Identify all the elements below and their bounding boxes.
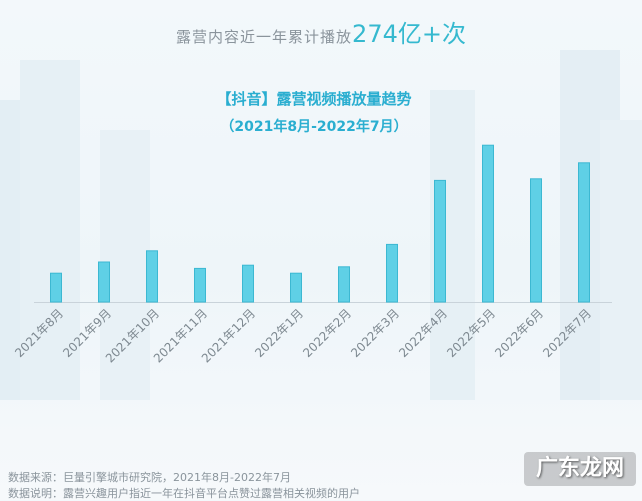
bar-3 <box>194 267 206 303</box>
bar-chart: 2021年8月2021年9月2021年10月2021年11月2021年12月20… <box>12 144 612 365</box>
x-tick-label-5: 2022年1月 <box>252 306 306 360</box>
bar-5 <box>290 272 302 303</box>
x-tick-label-9: 2022年5月 <box>444 306 498 360</box>
x-tick-label-7: 2022年3月 <box>348 306 402 360</box>
bar-4 <box>242 264 254 303</box>
chart-title: 【抖音】露营视频播放量趋势 <box>216 90 412 108</box>
bar-8 <box>434 179 446 303</box>
bar-1 <box>98 261 110 303</box>
watermark-logo: 广东龙网 <box>524 452 636 486</box>
bar-11 <box>578 162 590 303</box>
headline-highlight: 274亿+次 <box>352 20 466 48</box>
headline: 露营内容近一年累计播放274亿+次 <box>0 14 642 49</box>
headline-prefix: 露营内容近一年累计播放 <box>176 28 353 46</box>
bar-10 <box>530 178 542 303</box>
footer-source: 数据来源：巨量引擎城市研究院，2021年8月-2022年7月 <box>8 471 291 484</box>
x-tick-label-10: 2022年6月 <box>492 306 546 360</box>
x-tick-label-11: 2022年7月 <box>540 306 594 360</box>
x-tick-label-0: 2021年8月 <box>12 306 66 360</box>
bar-2 <box>146 250 158 303</box>
footer-note: 数据说明：露营兴趣用户指近一年在抖音平台点赞过露营相关视频的用户 <box>8 487 360 500</box>
x-tick-label-6: 2022年2月 <box>300 306 354 360</box>
bar-9 <box>482 144 494 303</box>
chart-subtitle: （2021年8月-2022年7月） <box>220 119 408 135</box>
bar-7 <box>386 243 398 303</box>
x-tick-label-8: 2022年4月 <box>396 306 450 360</box>
bar-6 <box>338 266 350 303</box>
bar-0 <box>50 272 62 303</box>
